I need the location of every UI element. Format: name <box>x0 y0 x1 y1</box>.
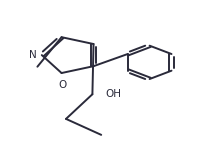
Text: O: O <box>59 80 67 90</box>
Text: N: N <box>29 50 36 60</box>
Text: OH: OH <box>106 89 122 99</box>
